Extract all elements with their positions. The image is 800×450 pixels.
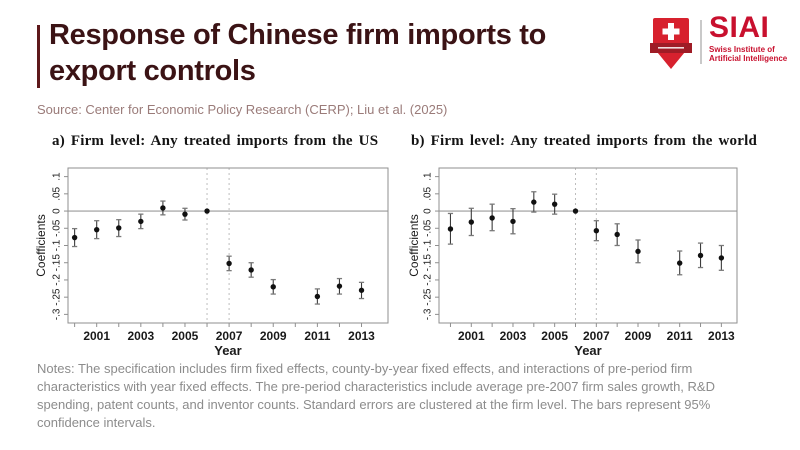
svg-text:.05: .05 xyxy=(52,186,63,200)
svg-text:Year: Year xyxy=(574,343,601,358)
siai-logo: SIAI Swiss Institute of Artificial Intel… xyxy=(650,11,788,72)
svg-text:-.15: -.15 xyxy=(52,254,63,272)
svg-text:2003: 2003 xyxy=(500,329,527,343)
title-accent-bar xyxy=(37,25,40,88)
page-title-line1: Response of Chinese firm imports to xyxy=(49,19,547,51)
svg-text:-.25: -.25 xyxy=(52,288,63,306)
panel-b-title: b) Firm level: Any treated imports from … xyxy=(410,133,757,149)
svg-text:2011: 2011 xyxy=(304,329,330,343)
svg-text:2009: 2009 xyxy=(260,329,287,343)
logo-subtitle: Swiss Institute of Artificial Intelligen… xyxy=(709,45,788,63)
svg-text:2013: 2013 xyxy=(708,329,735,343)
svg-text:-.3: -.3 xyxy=(423,308,434,320)
svg-text:2005: 2005 xyxy=(172,329,199,343)
svg-text:2011: 2011 xyxy=(667,329,693,343)
svg-text:-.25: -.25 xyxy=(423,288,434,306)
svg-text:-.15: -.15 xyxy=(423,254,434,272)
svg-text:-.1: -.1 xyxy=(52,239,63,251)
svg-text:Year: Year xyxy=(214,343,241,358)
svg-text:2001: 2001 xyxy=(83,329,110,343)
svg-text:.05: .05 xyxy=(423,186,434,200)
page-title: Response of Chinese firm imports to expo… xyxy=(49,17,609,89)
svg-text:-.2: -.2 xyxy=(52,274,63,286)
svg-text:-.3: -.3 xyxy=(52,308,63,320)
svg-text:2013: 2013 xyxy=(348,329,375,343)
svg-text:2005: 2005 xyxy=(541,329,568,343)
svg-text:-.1: -.1 xyxy=(423,239,434,251)
svg-text:2001: 2001 xyxy=(458,329,485,343)
source-line: Source: Center for Economic Policy Resea… xyxy=(37,102,448,117)
svg-text:2009: 2009 xyxy=(625,329,652,343)
svg-text:0: 0 xyxy=(52,208,63,214)
svg-text:-.05: -.05 xyxy=(52,219,63,237)
panel-a: a) Firm level: Any treated imports from … xyxy=(35,133,390,368)
svg-text:.1: .1 xyxy=(423,172,434,181)
panel-b-chart: .1 .05 0 -.05 -.1 -.15 -.2 -.25 -.3 2001 2003 2005 2… xyxy=(408,167,738,358)
svg-text:0: 0 xyxy=(423,208,434,214)
panel-a-chart: .1 .05 0 -.05 -.1 -.15 -.2 -.25 -.3 2001 2003 2005 2… xyxy=(35,167,389,358)
svg-text:-.2: -.2 xyxy=(423,274,434,286)
svg-text:2007: 2007 xyxy=(583,329,610,343)
panel-a-title: a) Firm level: Any treated imports from … xyxy=(52,133,379,149)
page-title-line2: export controls xyxy=(49,55,256,87)
logo-wordmark: SIAI xyxy=(709,11,770,44)
svg-text:2003: 2003 xyxy=(127,329,154,343)
svg-text:Coefficients: Coefficients xyxy=(408,214,421,276)
svg-text:Coefficients: Coefficients xyxy=(35,214,48,276)
logo-text: SIAI Swiss Institute of Artificial Intel… xyxy=(709,11,788,64)
svg-text:.1: .1 xyxy=(52,172,63,181)
svg-text:-.05: -.05 xyxy=(423,219,434,237)
svg-text:2007: 2007 xyxy=(216,329,243,343)
panel-b: b) Firm level: Any treated imports from … xyxy=(408,133,760,368)
swiss-shield-icon xyxy=(650,18,692,69)
notes-text: Notes: The specification includes firm f… xyxy=(37,361,715,430)
logo-divider xyxy=(700,20,702,64)
